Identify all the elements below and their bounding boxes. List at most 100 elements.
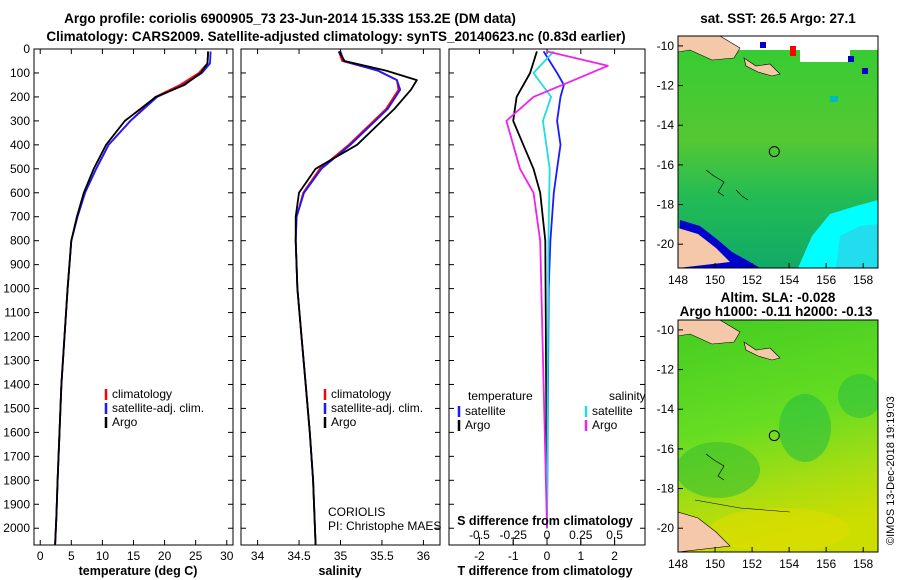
argo-float-marker [768, 430, 780, 442]
sst-field [678, 36, 878, 268]
argo-float-marker [768, 146, 780, 158]
legend-label: satellite-adj. clim. [112, 401, 204, 415]
sst-lon-ticks: 148 150 152 154 156 158 [668, 263, 874, 287]
reef-outline [705, 453, 725, 481]
legend-label: Argo [592, 418, 618, 432]
tdiff-xlabel: T difference from climatology [457, 564, 632, 578]
lon-tick-label: 150 [705, 273, 725, 287]
land-australia [678, 511, 731, 552]
lat-tick-label: -16 [657, 442, 675, 456]
sst-map: sat. SST: 26.5 Argo: 27.1 148 150 152 154 15… [657, 11, 879, 287]
lat-tick-label: -10 [657, 323, 675, 337]
lon-tick-label: 152 [742, 273, 762, 287]
legend-label: satellite-adj. clim. [331, 401, 423, 415]
sdiff-ticks: -0.5 -0.25 0 0.25 0.5 [469, 528, 623, 545]
y-tick-label: 300 [10, 114, 30, 128]
lat-tick-label: -20 [657, 237, 675, 251]
series-line-argo [54, 51, 209, 546]
sla-contour [694, 499, 791, 513]
lon-tick-label: 154 [779, 273, 799, 287]
temperature-axes-frame [33, 48, 234, 546]
sla-high-patch [710, 508, 850, 552]
x-tick-label: 36 [417, 549, 431, 563]
temperature-panel: 0100200300400500600700800900100011001200… [3, 42, 233, 578]
sdiff-label: S difference from climatology [457, 514, 633, 528]
series-line-s-argo [505, 50, 609, 529]
lat-tick-label: -18 [657, 198, 675, 212]
legend-label: climatology [112, 387, 172, 401]
s-tick-label: 0 [544, 528, 551, 542]
lat-tick-label: -14 [657, 402, 675, 416]
depth-ticks: 0 100 200 300 400 500 600 700 800 900 1000 1100 1200… [3, 42, 233, 535]
lon-tick-label: 156 [816, 557, 836, 571]
lat-tick-label: -10 [657, 39, 675, 53]
x-tick-label: 35.5 [370, 549, 394, 563]
lon-tick-label: 158 [853, 557, 873, 571]
sla-field [678, 320, 878, 552]
sst-cold-pixel [760, 42, 766, 48]
sla-low-patch [838, 374, 878, 418]
sst-map-title: sat. SST: 26.5 Argo: 27.1 [700, 11, 856, 26]
x-tick-label: 1 [577, 549, 584, 563]
y-tick-label: 1100 [4, 306, 30, 320]
lat-tick-label: -14 [657, 118, 675, 132]
difference-legend: temperature salinitysatelliteArgosatellit… [457, 389, 646, 432]
sst-cloud-gap [800, 40, 850, 62]
x-tick-label: 15 [127, 549, 141, 563]
sla-map-frame [677, 319, 879, 553]
series-line-t-argo [512, 51, 548, 529]
s-tick-label: -0.5 [469, 528, 490, 542]
salinity-lines [294, 50, 418, 546]
sla-lat-ticks: -10 -12 -14 -16 -18 -20 [657, 323, 683, 535]
legend-label: Argo [465, 418, 491, 432]
lon-tick-label: 158 [853, 273, 873, 287]
y-tick-label: 1500 [3, 401, 30, 415]
lon-tick-label: 156 [816, 273, 836, 287]
y-tick-label: 1400 [3, 377, 30, 391]
y-tick-label: 800 [10, 234, 30, 248]
lon-tick-label: 152 [742, 557, 762, 571]
x-tick-label: 0 [544, 549, 551, 563]
tdiff-ticks: -2 -1 0 1 2 [449, 48, 645, 563]
temperature-lines [54, 51, 212, 546]
y-tick-label: 600 [10, 186, 30, 200]
land-islands [743, 341, 781, 361]
x-tick-label: 30 [220, 549, 234, 563]
sla-low-patch [779, 394, 831, 462]
y-tick-label: 1800 [3, 473, 30, 487]
sla-lon-ticks: 148 150 152 154 156 158 [668, 547, 874, 571]
y-tick-label: 500 [10, 162, 30, 176]
difference-panel: -2 -1 0 1 2 -0.5 -0.25 0 0.25 0.5 T difference f… [448, 48, 646, 578]
y-tick-label: 1600 [3, 425, 30, 439]
annotation-coriolis: CORIOLIS [328, 505, 385, 519]
lon-tick-label: 150 [705, 557, 725, 571]
y-tick-label: 1300 [3, 353, 30, 367]
x-tick-label: 0 [37, 549, 44, 563]
sla-map: Altim. SLA: -0.028 Argo h1000: -0.11 h20… [657, 290, 879, 571]
title-line-2: Climatology: CARS2009. Satellite-adjuste… [46, 29, 625, 44]
lon-tick-label: 154 [779, 557, 799, 571]
sst-map-frame [677, 35, 879, 269]
sst-cold-pixel [862, 68, 868, 74]
y-tick-label: 2000 [3, 521, 30, 535]
lat-tick-label: -12 [657, 79, 675, 93]
lon-tick-label: 148 [668, 273, 688, 287]
y-tick-label: 700 [10, 210, 30, 224]
y-tick-label: 200 [10, 90, 30, 104]
lat-tick-label: -18 [657, 482, 675, 496]
series-line-argo [294, 50, 418, 546]
salinity-xlabel: salinity [318, 564, 361, 578]
s-tick-label: 0.5 [606, 528, 623, 542]
sst-cold-pixel [848, 56, 854, 62]
y-tick-label: 0 [23, 42, 30, 56]
y-tick-label: 900 [10, 258, 30, 272]
x-tick-label: -1 [508, 549, 519, 563]
legend-title-temperature: temperature [468, 389, 533, 403]
x-tick-label: 34.5 [287, 549, 311, 563]
x-tick-label: 20 [158, 549, 172, 563]
y-tick-label: 1700 [3, 449, 30, 463]
difference-lines [505, 50, 609, 529]
imos-credit: ©IMOS 13-Dec-2018 19:19:03 [885, 396, 897, 545]
